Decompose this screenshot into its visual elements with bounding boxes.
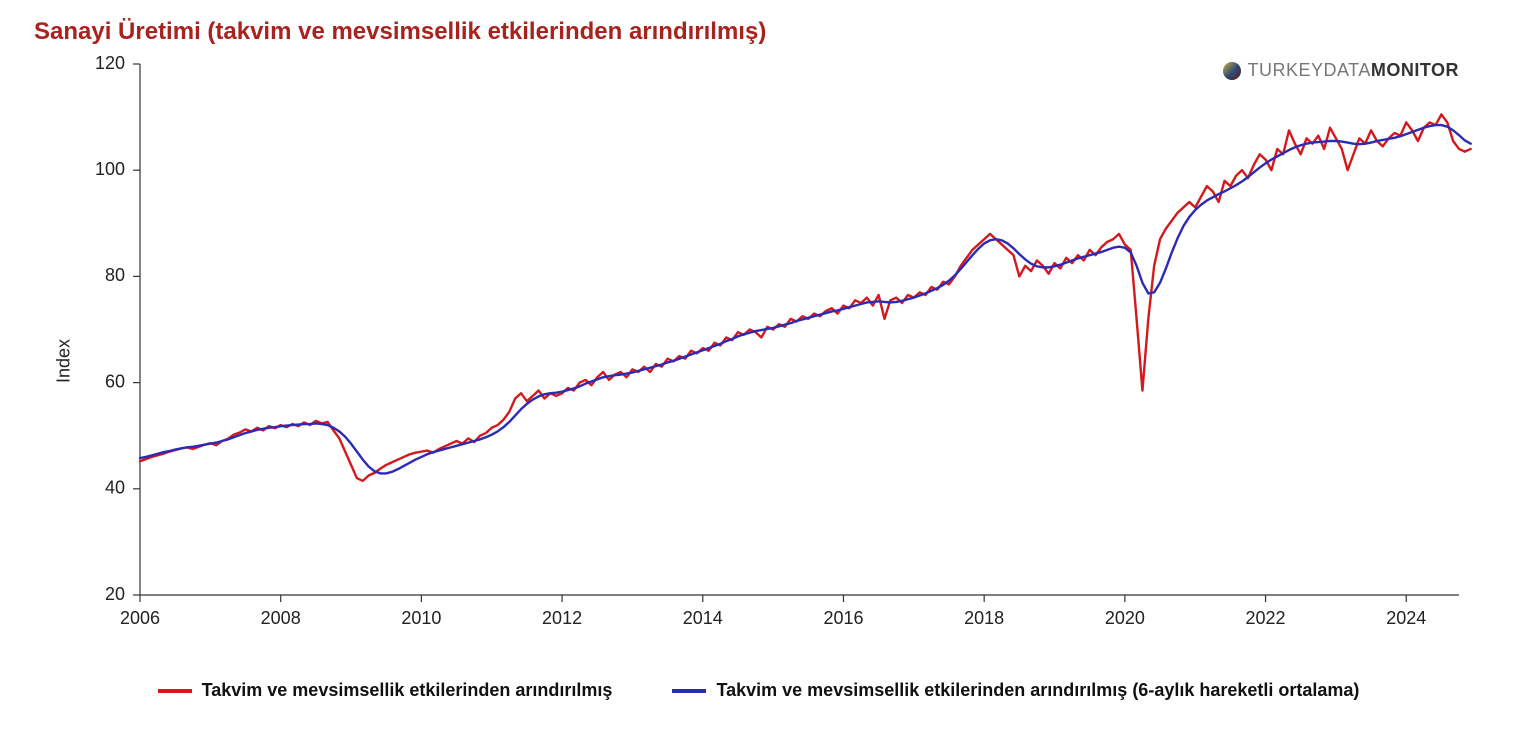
svg-text:40: 40 [105,478,125,498]
chart-title: Sanayi Üretimi (takvim ve mevsimsellik e… [34,18,1487,46]
legend-item-1: Takvim ve mevsimsellik etkilerinden arın… [158,680,613,701]
chart-svg: 20 40 60 80 100 120 2006 2008 2010 2012 2014 2016 20… [30,56,1487,651]
legend-item-2: Takvim ve mevsimsellik etkilerinden arın… [672,680,1359,701]
svg-text:100: 100 [95,159,125,179]
svg-text:2008: 2008 [261,608,301,628]
svg-text:120: 120 [95,56,125,73]
watermark-part2: DATA [1323,60,1370,80]
chart-area: Index TURKEYDATAMONITOR 2040608010012020… [30,56,1487,666]
svg-text:2018: 2018 [964,608,1004,628]
legend: Takvim ve mevsimsellik etkilerinden arın… [30,680,1487,701]
legend-label-2: Takvim ve mevsimsellik etkilerinden arın… [716,680,1359,701]
svg-text:2012: 2012 [542,608,582,628]
svg-text:20: 20 [105,584,125,604]
svg-text:60: 60 [105,371,125,391]
svg-text:2014: 2014 [683,608,723,628]
svg-text:2016: 2016 [823,608,863,628]
watermark-part3: MONITOR [1371,60,1459,80]
globe-icon [1223,62,1241,80]
legend-swatch-1 [158,689,192,693]
y-axis-label: Index [54,339,75,383]
svg-text:2010: 2010 [401,608,441,628]
watermark-part1: TURKEY [1247,60,1323,80]
svg-text:2006: 2006 [120,608,160,628]
svg-text:80: 80 [105,265,125,285]
svg-text:2022: 2022 [1246,608,1286,628]
legend-label-1: Takvim ve mevsimsellik etkilerinden arın… [202,680,613,701]
svg-text:2020: 2020 [1105,608,1145,628]
legend-swatch-2 [672,689,706,693]
watermark: TURKEYDATAMONITOR [1223,60,1459,81]
svg-text:2024: 2024 [1386,608,1426,628]
